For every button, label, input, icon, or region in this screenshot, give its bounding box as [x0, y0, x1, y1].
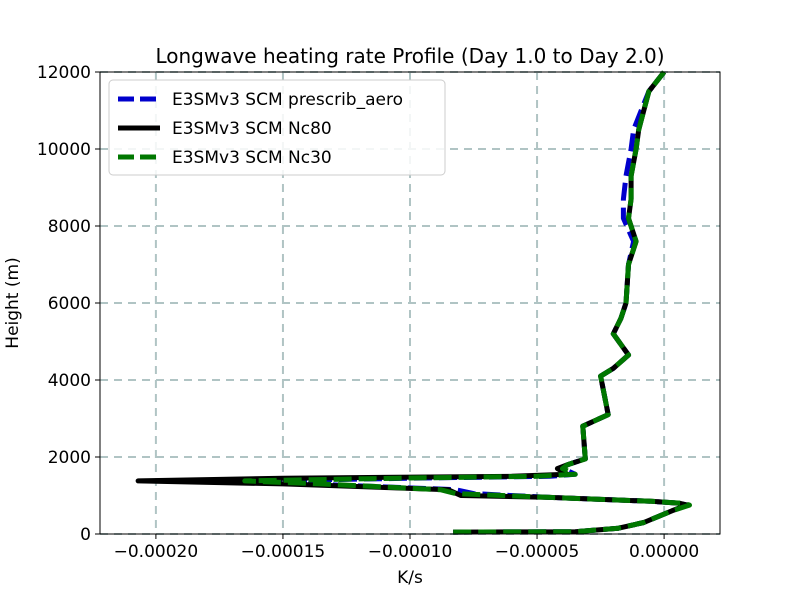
legend-label-1: E3SMv3 SCM prescrib_aero	[172, 90, 403, 110]
x-tick-label: −0.00015	[241, 542, 326, 562]
legend-box	[108, 79, 446, 176]
x-axis-ticks: −0.00020 −0.00015 −0.00010 −0.00005 0.00000	[114, 534, 699, 562]
y-tick-label: 2000	[48, 448, 91, 468]
series-line-3	[242, 70, 692, 535]
y-tick-label: 12000	[37, 63, 91, 83]
y-tick-label: 0	[80, 525, 91, 545]
y-axis-label: Height (m)	[3, 257, 23, 348]
x-tick-label: −0.00020	[114, 542, 199, 562]
y-axis-ticks: 0 2000 4000 6000 8000 10000 12000	[37, 63, 100, 545]
legend-label-3: E3SMv3 SCM Nc30	[172, 148, 332, 168]
y-tick-label: 10000	[37, 140, 91, 160]
x-tick-label: 0.00000	[629, 542, 699, 562]
legend: E3SMv3 SCM prescrib_aero E3SMv3 SCM Nc80 E…	[108, 79, 446, 176]
chart-title: Longwave heating rate Profile (Day 1.0 t…	[155, 44, 664, 68]
y-tick-label: 6000	[48, 294, 91, 314]
y-tick-label: 8000	[48, 217, 91, 237]
x-tick-label: −0.00005	[495, 542, 580, 562]
x-tick-label: −0.00010	[368, 542, 453, 562]
x-axis-label: K/s	[397, 568, 423, 588]
legend-label-2: E3SMv3 SCM Nc80	[172, 119, 332, 139]
y-tick-label: 4000	[48, 371, 91, 391]
series-layer	[135, 70, 692, 535]
